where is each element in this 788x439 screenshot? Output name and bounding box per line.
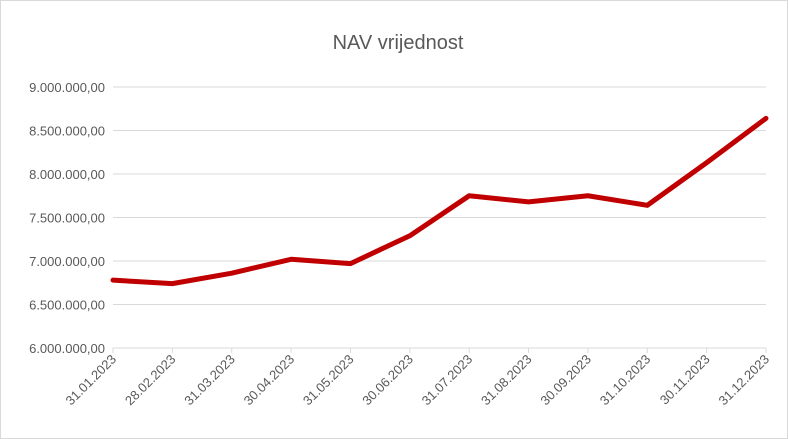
- y-tick-label: 6.000.000,00: [29, 341, 105, 356]
- y-tick-label: 8.500.000,00: [29, 124, 105, 139]
- y-tick-label: 6.500.000,00: [29, 298, 105, 313]
- y-tick-label: 8.000.000,00: [29, 167, 105, 182]
- y-tick-label: 9.000.000,00: [29, 80, 105, 95]
- y-tick-label: 7.000.000,00: [29, 254, 105, 269]
- chart-title: NAV vrijednost: [333, 32, 464, 54]
- data-line: [110, 115, 769, 287]
- y-tick-label: 7.500.000,00: [29, 211, 105, 226]
